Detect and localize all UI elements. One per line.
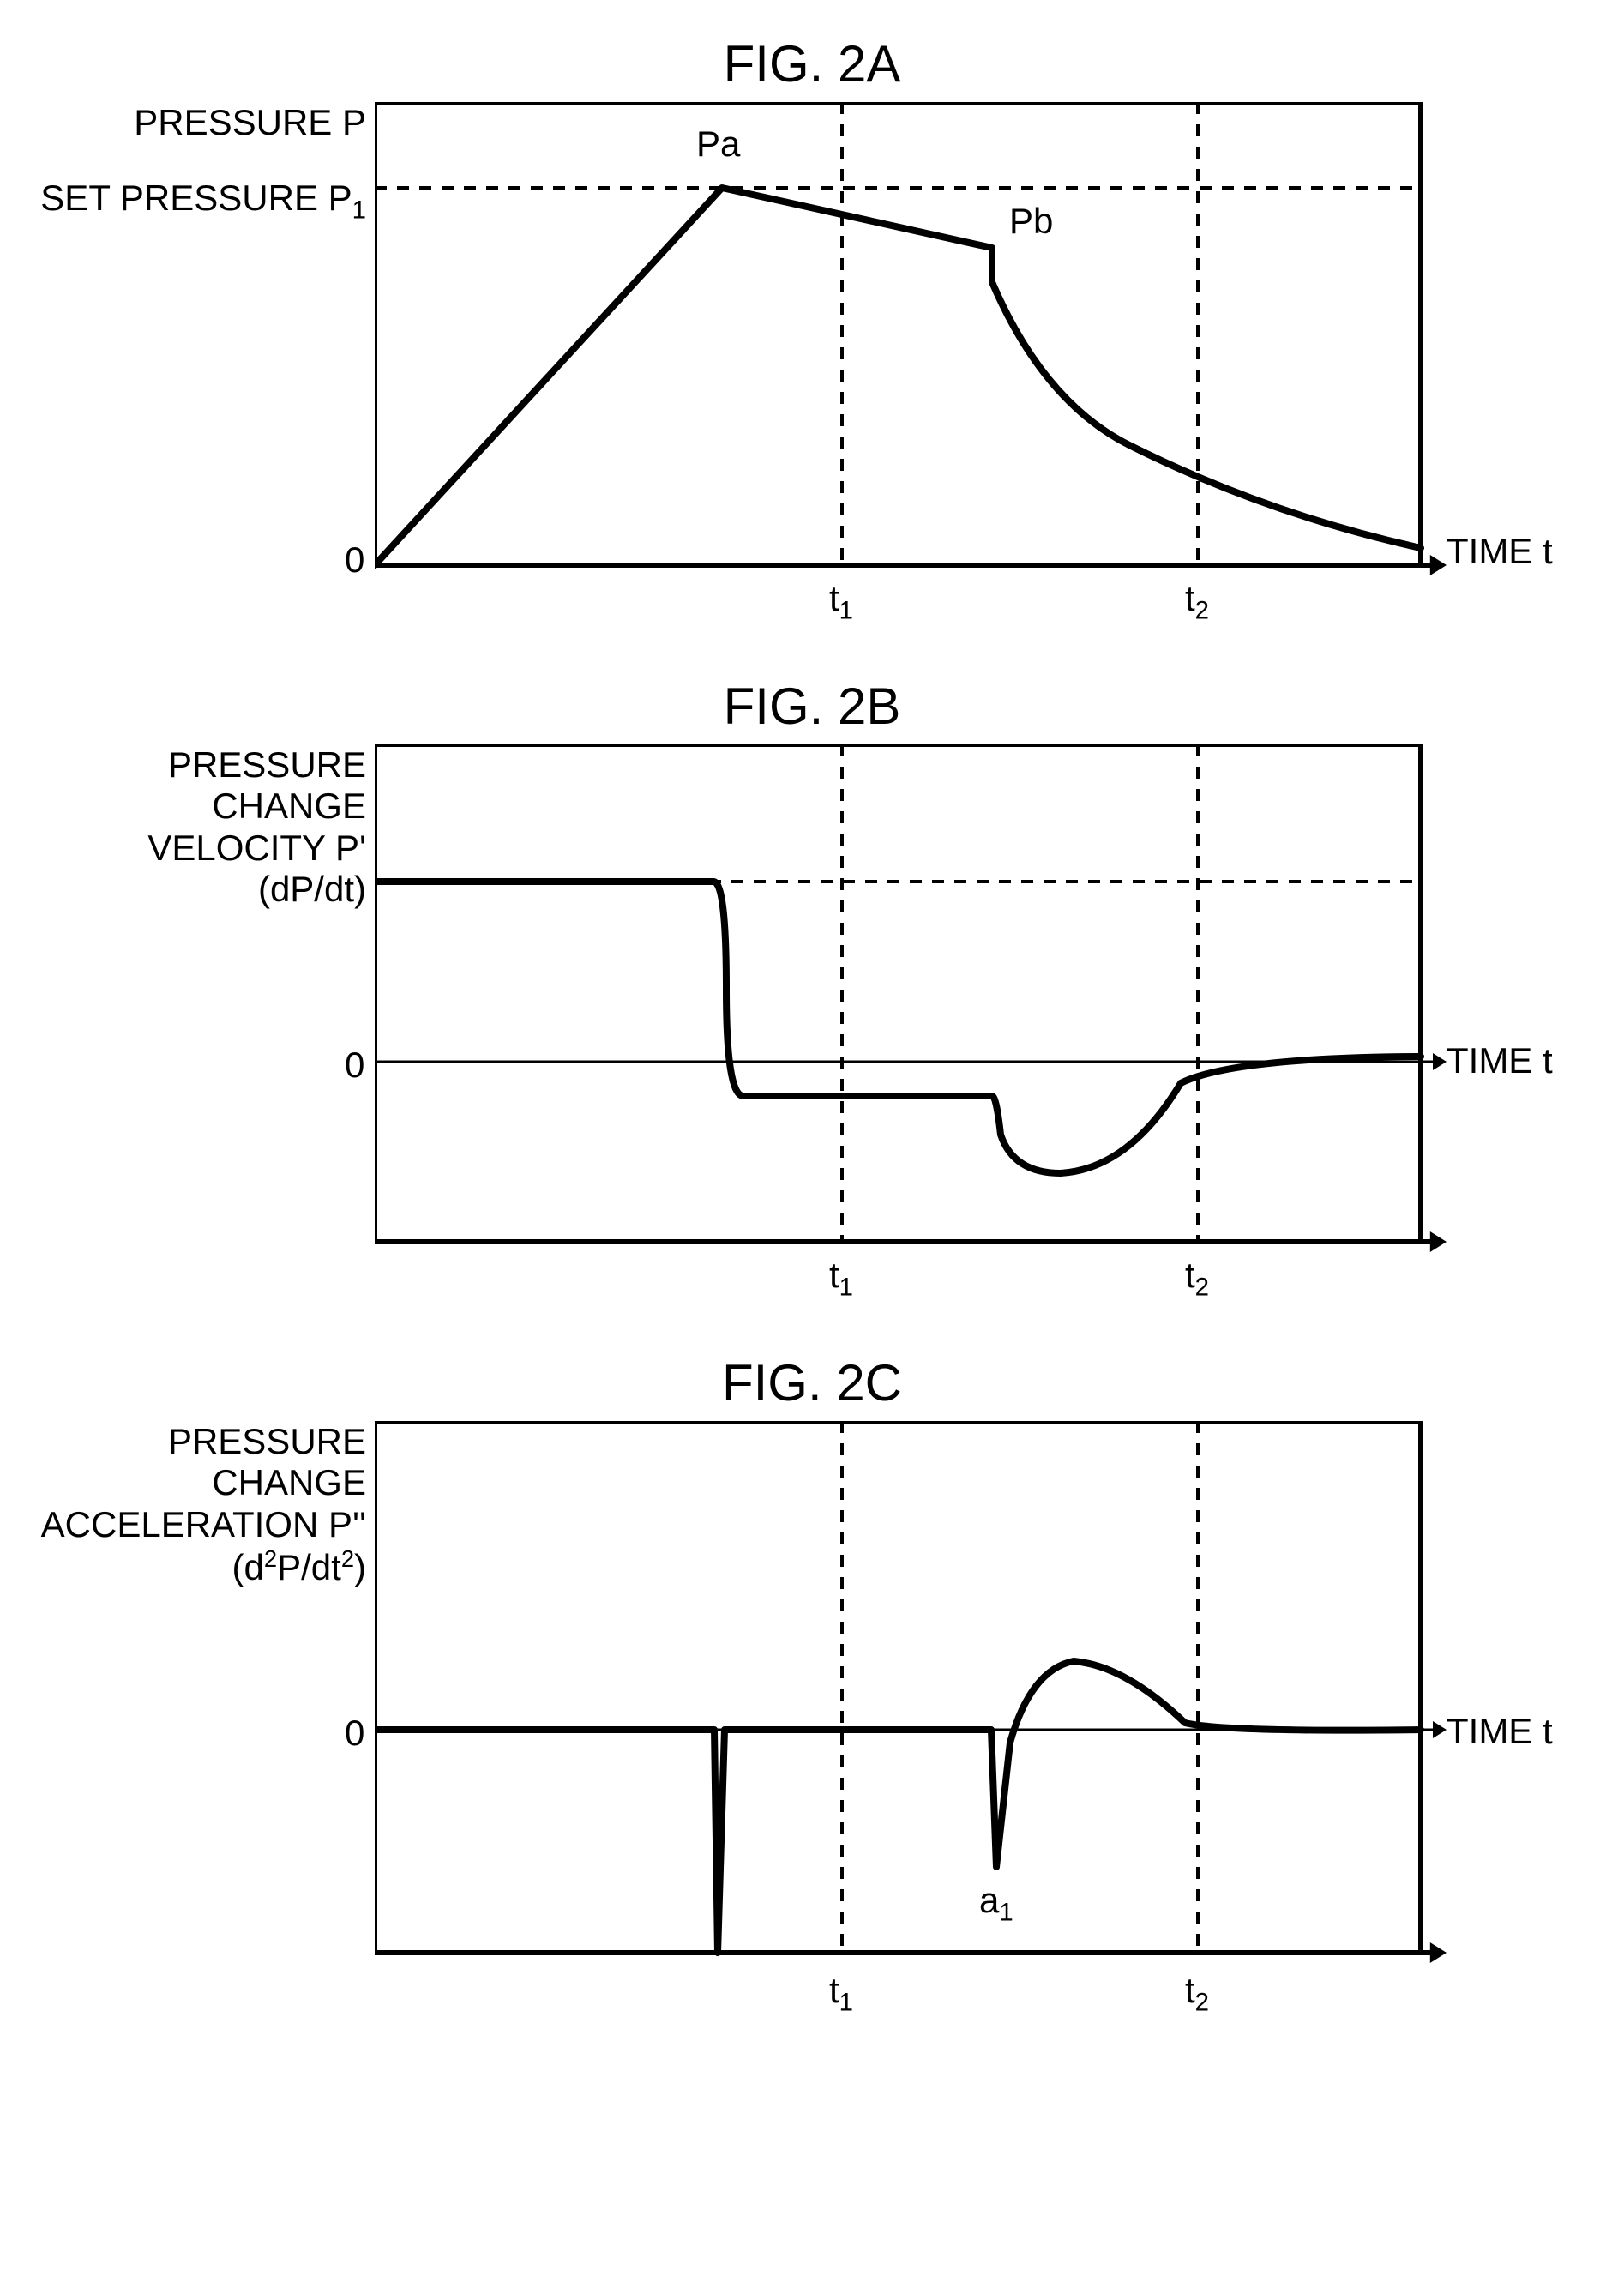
t1-tick: t1 xyxy=(829,1255,853,1302)
figure-2c-plot: TIME t 0 t1 t2 a1 xyxy=(375,1421,1524,2021)
figure-2b-title: FIG. 2B xyxy=(40,677,1584,736)
t1-tick: t1 xyxy=(829,1970,853,2017)
figure-2a-title: FIG. 2A xyxy=(40,34,1584,93)
figure-2c-title: FIG. 2C xyxy=(40,1353,1584,1412)
figure-2c: FIG. 2C PRESSURE CHANGE ACCELERATION P''… xyxy=(40,1353,1584,2021)
figure-2c-ylabel: PRESSURE CHANGE ACCELERATION P'' (d2P/dt… xyxy=(40,1421,375,1588)
figure-2a-ylabel: PRESSURE P SET PRESSURE P1 xyxy=(40,102,375,226)
x-axis-label: TIME t xyxy=(1447,531,1553,572)
t1-tick: t1 xyxy=(829,578,853,625)
figure-2a-plot: TIME t 0 t1 t2 Pa Pb xyxy=(375,102,1524,625)
figure-2a: FIG. 2A PRESSURE P SET PRESSURE P1 TIME … xyxy=(40,34,1584,625)
zero-label: 0 xyxy=(345,539,364,581)
a1-label: a1 xyxy=(979,1880,1013,1927)
figure-2b-ylabel: PRESSURE CHANGE VELOCITY P' (dP/dt) xyxy=(40,744,375,910)
t2-tick: t2 xyxy=(1185,578,1209,625)
set-pressure-label: SET PRESSURE P1 xyxy=(40,178,366,225)
pb-label: Pb xyxy=(1009,201,1053,242)
x-axis-label: TIME t xyxy=(1447,1040,1553,1081)
x-axis-label: TIME t xyxy=(1447,1711,1553,1752)
t2-tick: t2 xyxy=(1185,1255,1209,1302)
zero-label: 0 xyxy=(345,1713,364,1754)
d2pdt2-label: (d2P/dt2) xyxy=(232,1545,366,1588)
pa-label: Pa xyxy=(696,123,740,165)
t2-tick: t2 xyxy=(1185,1970,1209,2017)
figure-2b-plot: TIME t 0 t1 t2 xyxy=(375,744,1524,1302)
figure-2b: FIG. 2B PRESSURE CHANGE VELOCITY P' (dP/… xyxy=(40,677,1584,1302)
zero-label: 0 xyxy=(345,1045,364,1086)
